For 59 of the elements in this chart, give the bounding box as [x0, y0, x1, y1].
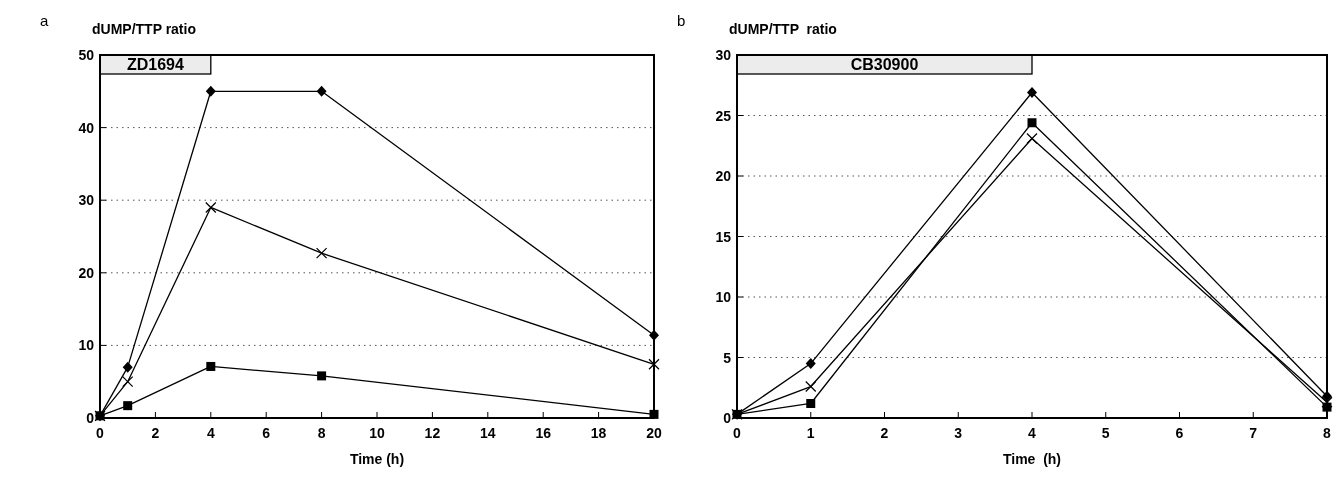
x-tick-label: 20: [646, 425, 662, 441]
x-tick-label: 0: [96, 425, 105, 441]
point: [1026, 132, 1038, 145]
x-axis-title: Time (h): [1002, 451, 1062, 467]
x-tick-label: 6: [262, 425, 271, 441]
point: [316, 247, 328, 259]
y-tick-label: 30: [78, 192, 95, 209]
point: [317, 371, 327, 381]
x-tick-label: 7: [1249, 425, 1258, 441]
point: [1027, 118, 1037, 128]
y-tick-label: 40: [78, 119, 95, 136]
x-tick-label: 16: [535, 425, 552, 441]
x-tick-label: 2: [880, 425, 889, 441]
point: [806, 398, 816, 408]
y-tick-label: 50: [78, 47, 95, 63]
x-tick-label: 12: [424, 425, 441, 441]
x-tick-label: 4: [206, 425, 215, 441]
x-tick-label: 8: [1323, 425, 1332, 441]
point: [649, 409, 659, 419]
x-tick-label: 2: [151, 425, 160, 441]
y-tick-label: 25: [715, 107, 732, 124]
y-tick-label: 10: [78, 337, 95, 354]
x-axis-title: Time (h): [349, 451, 405, 467]
x-tick-label: 8: [317, 425, 326, 441]
point: [1322, 402, 1332, 412]
x-tick-label: 1: [806, 425, 815, 441]
band-label: ZD1694: [126, 56, 184, 73]
point: [316, 85, 327, 97]
point: [205, 201, 217, 214]
x-tick-label: 4: [1028, 425, 1037, 441]
x-tick-label: 14: [480, 425, 496, 441]
point: [122, 361, 133, 373]
point: [205, 85, 216, 97]
y-tick-label: 0: [86, 410, 95, 426]
x-tick-label: 0: [733, 425, 742, 441]
point: [123, 401, 133, 411]
y-tick-label: 20: [78, 264, 95, 281]
point: [648, 358, 660, 370]
point: [805, 358, 816, 370]
text: a: [40, 12, 49, 29]
point: [805, 380, 817, 393]
point: [206, 361, 216, 371]
y-tick-label: 30: [715, 47, 732, 63]
x-tick-label: 5: [1101, 425, 1110, 441]
point: [1027, 87, 1037, 99]
band-label: CB30900: [850, 56, 919, 73]
y-axis-title: dUMP/TTP ratio: [729, 21, 837, 37]
text: b: [677, 12, 686, 29]
x-tick-label: 6: [1175, 425, 1184, 441]
x-tick-label: 10: [369, 425, 385, 441]
y-tick-label: 20: [715, 168, 732, 184]
y-tick-label: 0: [723, 410, 732, 426]
x-tick-label: 18: [590, 425, 607, 441]
y-tick-label: 10: [715, 289, 732, 305]
x-tick-label: 3: [954, 425, 963, 441]
y-tick-label: 15: [715, 228, 732, 245]
y-axis-title: dUMP/TTP ratio: [92, 21, 196, 37]
y-tick-label: 5: [723, 349, 732, 366]
point: [122, 376, 134, 388]
